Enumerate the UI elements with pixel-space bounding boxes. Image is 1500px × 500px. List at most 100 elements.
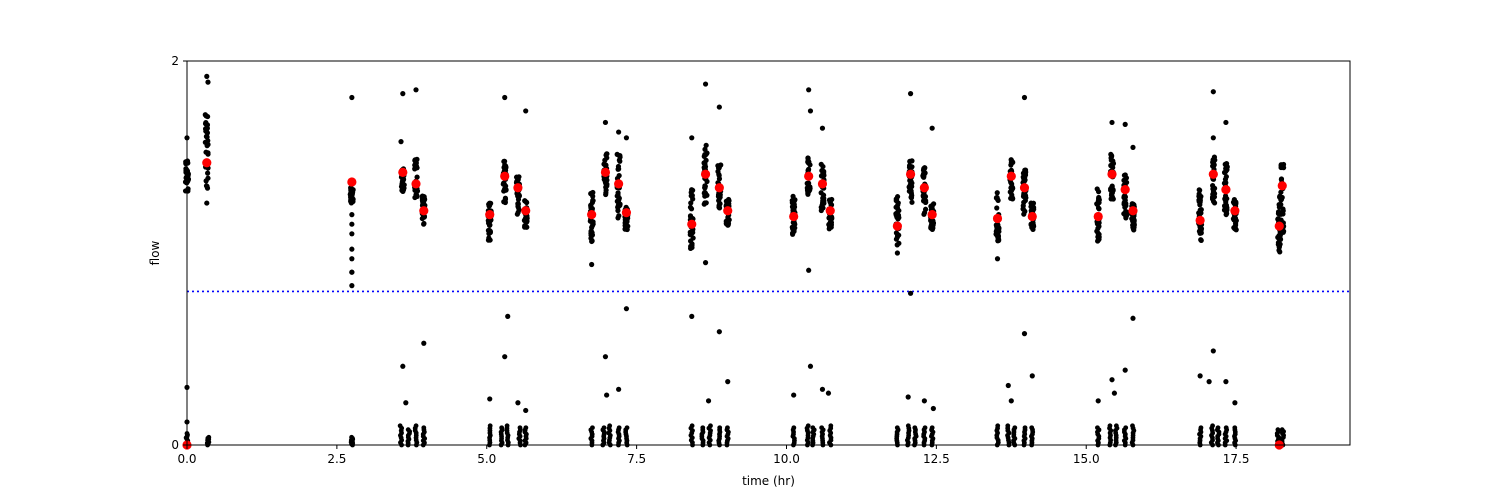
data-point	[1221, 207, 1228, 213]
data-point	[203, 119, 209, 126]
data-point	[622, 222, 628, 229]
x-tick-label: 17.5	[1223, 452, 1250, 466]
data-point	[807, 108, 814, 114]
data-point	[689, 187, 695, 193]
data-point	[1122, 121, 1128, 127]
data-point	[487, 423, 493, 429]
data-point	[515, 201, 521, 207]
data-point	[204, 185, 211, 191]
data-point	[349, 269, 355, 275]
data-point	[921, 211, 927, 217]
data-point	[1110, 164, 1116, 171]
data-point	[1029, 373, 1035, 379]
data-point	[790, 226, 796, 232]
data-point	[1223, 119, 1229, 126]
data-point	[994, 205, 1000, 211]
data-point	[1278, 230, 1284, 236]
mean-point	[1107, 169, 1117, 179]
data-point	[1095, 225, 1101, 231]
data-point	[920, 192, 926, 199]
data-point	[994, 226, 1000, 232]
data-point	[503, 164, 509, 171]
data-point	[1123, 215, 1129, 221]
data-point	[725, 379, 731, 385]
data-point	[205, 170, 211, 176]
data-point	[726, 198, 732, 204]
data-point	[893, 230, 900, 236]
data-point	[487, 396, 493, 402]
data-point	[502, 354, 508, 360]
data-point	[716, 176, 723, 182]
data-point	[502, 94, 508, 101]
data-point	[1196, 197, 1202, 203]
data-point	[504, 423, 510, 429]
data-point	[1130, 423, 1135, 429]
x-tick-label: 12.5	[923, 452, 950, 466]
data-point	[1198, 207, 1204, 213]
mean-point	[905, 169, 916, 179]
data-point	[589, 223, 596, 229]
data-point	[702, 81, 709, 87]
data-point	[1095, 238, 1101, 244]
data-point	[624, 425, 630, 431]
data-point	[829, 216, 835, 222]
data-point	[894, 250, 900, 256]
data-point	[1096, 234, 1102, 240]
data-point	[716, 104, 722, 110]
data-point	[700, 425, 706, 431]
x-tick-label: 5.0	[477, 452, 496, 466]
data-point	[400, 91, 406, 97]
data-point	[703, 142, 709, 148]
data-point	[1276, 244, 1282, 250]
data-point	[931, 201, 937, 207]
mean-point	[614, 179, 624, 189]
data-point	[1009, 159, 1015, 165]
mean-point	[513, 183, 523, 193]
data-point	[523, 407, 529, 414]
data-point	[1095, 425, 1100, 431]
data-point	[590, 197, 596, 204]
data-point	[1122, 367, 1128, 373]
data-point	[689, 423, 695, 429]
data-point	[819, 168, 825, 174]
data-point	[1221, 169, 1228, 176]
data-point	[604, 392, 610, 398]
data-point	[589, 261, 595, 268]
data-point	[499, 425, 505, 431]
data-point	[807, 162, 813, 168]
data-point	[349, 221, 355, 227]
data-point	[603, 187, 609, 193]
data-point	[922, 425, 928, 431]
data-point	[607, 423, 613, 429]
mean-point	[789, 211, 799, 222]
data-point	[505, 313, 511, 319]
data-point	[1008, 185, 1014, 191]
data-point	[615, 190, 621, 196]
data-point	[486, 222, 493, 229]
data-point	[894, 425, 900, 431]
data-point	[687, 232, 693, 238]
data-point	[922, 199, 929, 206]
data-point	[399, 178, 406, 185]
data-point	[1121, 211, 1127, 217]
data-point	[615, 166, 621, 172]
data-point	[1009, 196, 1016, 202]
data-point	[716, 329, 722, 335]
data-point	[929, 425, 935, 431]
data-point	[1021, 94, 1028, 101]
data-point	[805, 423, 811, 429]
data-point	[1111, 390, 1118, 396]
mean-point	[202, 158, 212, 168]
mean-point	[723, 206, 733, 216]
data-point	[702, 185, 708, 191]
mean-point	[817, 179, 828, 189]
data-point	[350, 187, 356, 193]
mean-point	[1274, 221, 1284, 231]
data-point	[1109, 377, 1115, 383]
data-point	[791, 220, 797, 226]
mean-point	[992, 213, 1003, 224]
data-point	[616, 202, 622, 209]
data-point	[828, 423, 834, 429]
data-point	[1279, 194, 1285, 201]
data-point	[522, 216, 529, 222]
